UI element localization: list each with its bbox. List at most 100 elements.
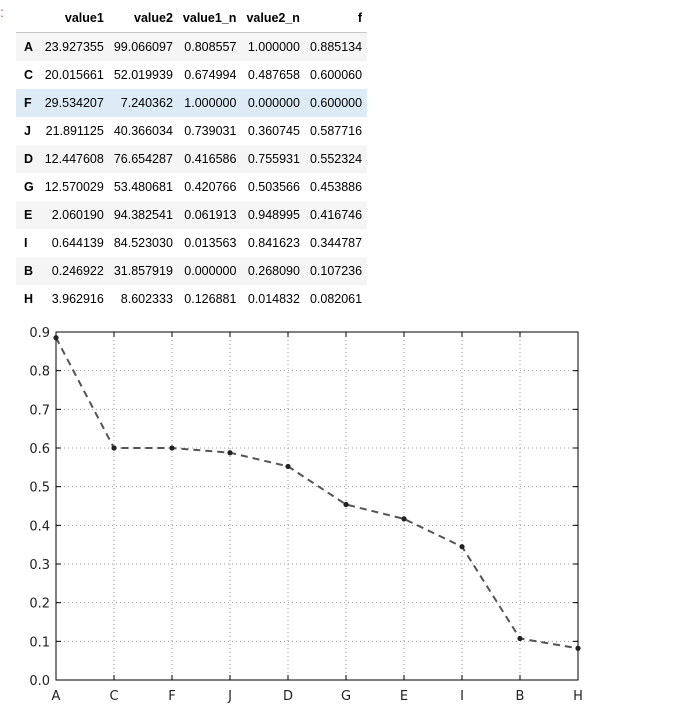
row-index-label: B <box>24 264 34 278</box>
y-tick-label: 0.0 <box>29 674 50 689</box>
table-cell: 94.382541 <box>113 208 173 222</box>
data-point-F <box>169 445 175 451</box>
table-cell: 0.246922 <box>51 264 104 278</box>
table-cell: 0.948995 <box>247 208 300 222</box>
table-cell: 12.447608 <box>44 152 104 166</box>
table-row: G 12.570029 53.480681 0.420766 0.503566 0.453… <box>16 173 367 201</box>
table-cell: 2.060190 <box>51 208 104 222</box>
x-tick-label: J <box>227 689 232 704</box>
row-index-label: J <box>24 124 31 138</box>
table-cell: 0.344787 <box>309 236 363 250</box>
table-cell: 29.534207 <box>44 96 104 110</box>
column-header-value2-n: value2_n <box>241 4 305 33</box>
data-point-C <box>111 445 117 451</box>
table-row: D 12.447608 76.654287 0.416586 0.755931 0.552… <box>16 145 368 173</box>
table-cell: 0.416746 <box>309 208 363 222</box>
table-cell: 0.587716 <box>309 124 363 138</box>
row-index-label: G <box>24 180 34 194</box>
table-cell: 8.602333 <box>120 292 173 306</box>
table-header-row: value1 value2 value1_n value2_n f <box>16 4 368 33</box>
x-tick-label: C <box>109 689 118 704</box>
table-cell: 84.523030 <box>113 236 173 250</box>
table-cell: 0.061913 <box>184 208 237 222</box>
row-index-label: A <box>24 40 34 54</box>
table-cell: 1.000000 <box>184 96 237 110</box>
data-point-G <box>343 501 349 508</box>
table-row: A 23.927355 99.066097 0.808557 1.000000 0.885… <box>16 32 368 61</box>
table-cell: 0.885134 <box>309 40 363 54</box>
x-tick-label: D <box>283 689 293 704</box>
table-cell: 7.240362 <box>120 96 173 110</box>
table-cell: 0.674994 <box>184 68 237 82</box>
table-cell: 12.570029 <box>44 180 104 194</box>
dataframe-table: value1 value2 value1_n value2_n f A 23.92… <box>16 4 368 314</box>
column-header-value1-n: value1_n <box>177 4 242 33</box>
table-cell: 76.654287 <box>113 152 173 166</box>
table-cell: 0.268090 <box>247 264 300 278</box>
y-tick-label: 0.5 <box>29 481 50 496</box>
y-tick-label: 0.6 <box>29 442 50 457</box>
data-point-D <box>285 463 291 470</box>
table-cell: 0.552324 <box>309 152 363 166</box>
column-header-f: f <box>304 4 368 33</box>
table-cell: 0.360745 <box>247 124 300 138</box>
chart-frame <box>55 331 579 681</box>
table-cell: 0.107236 <box>309 264 363 278</box>
table-body: A 23.927355 99.066097 0.808557 1.000000 0.885… <box>16 32 368 314</box>
x-tick-label: E <box>400 689 408 704</box>
data-point-B <box>517 635 523 642</box>
table-row: I 0.644139 84.523030 0.013563 0.841623 0.3447… <box>16 229 367 257</box>
data-point-I <box>459 544 465 550</box>
row-index-label: I <box>24 236 28 250</box>
table-cell: 0.013563 <box>184 236 237 250</box>
table-cell: 0.600060 <box>309 68 363 82</box>
line-chart: 0.0 0.1 0.2 0.3 0.4 0.5 0.6 0.7 0.8 0.9 A C F J D G E I B… <box>29 326 583 704</box>
table-cell: 0.739031 <box>184 124 237 138</box>
data-point-H <box>575 645 581 651</box>
chart-ticks <box>55 331 579 681</box>
table-cell: 23.927355 <box>44 40 104 54</box>
x-tick-label: I <box>460 689 464 704</box>
x-tick-label: F <box>168 689 175 704</box>
row-index-label: E <box>24 208 33 222</box>
table-cell: 99.066097 <box>113 40 173 54</box>
table-cell: 0.416586 <box>184 152 237 166</box>
series-markers <box>53 335 581 651</box>
x-tick-label: G <box>341 689 351 704</box>
table-cell: 0.644139 <box>51 236 104 250</box>
y-tick-label: 0.4 <box>29 519 50 534</box>
data-point-J <box>227 450 233 456</box>
table-cell: 0.126881 <box>184 292 237 306</box>
y-tick-label: 0.8 <box>29 365 50 380</box>
y-axis-tick-labels: 0.0 0.1 0.2 0.3 0.4 0.5 0.6 0.7 0.8 0.9 <box>29 326 50 689</box>
y-tick-label: 0.7 <box>29 403 50 418</box>
x-tick-label: B <box>516 689 525 704</box>
table-cell: 0.841623 <box>247 236 300 250</box>
table-row: J 21.891125 40.366034 0.739031 0.360745 0.587… <box>16 117 367 145</box>
table-cell: 52.019939 <box>113 68 173 82</box>
column-header-value2: value2 <box>108 4 178 33</box>
table-row: E 2.060190 94.382541 0.061913 0.948995 0.4167… <box>16 201 368 229</box>
table-cell: 3.962916 <box>51 292 104 306</box>
table-cell: 21.891125 <box>45 124 104 138</box>
table-cell: 40.366034 <box>113 124 173 138</box>
chart-grid <box>56 332 578 680</box>
table-cell: 0.000000 <box>184 264 237 278</box>
table-row: C 20.015661 52.019939 0.674994 0.487658 0.600… <box>16 61 367 89</box>
output-prompt-marker: : <box>0 4 4 20</box>
table-cell: 0.014832 <box>247 292 300 306</box>
x-tick-label: H <box>573 689 583 704</box>
y-tick-label: 0.9 <box>29 326 50 341</box>
table-row: H 3.962916 8.602333 0.126881 0.014832 0.08206… <box>16 285 367 313</box>
row-index-label: H <box>24 292 34 306</box>
row-index-label: D <box>24 152 34 166</box>
row-index-label: F <box>24 96 32 110</box>
table-cell: 20.015661 <box>44 68 104 82</box>
data-point-A <box>53 335 59 341</box>
y-tick-label: 0.2 <box>29 597 50 612</box>
table-row: F 29.534207 7.240362 1.000000 0.000000 0.6000… <box>16 89 368 117</box>
y-tick-label: 0.1 <box>29 635 50 650</box>
column-header-value1: value1 <box>39 4 109 33</box>
